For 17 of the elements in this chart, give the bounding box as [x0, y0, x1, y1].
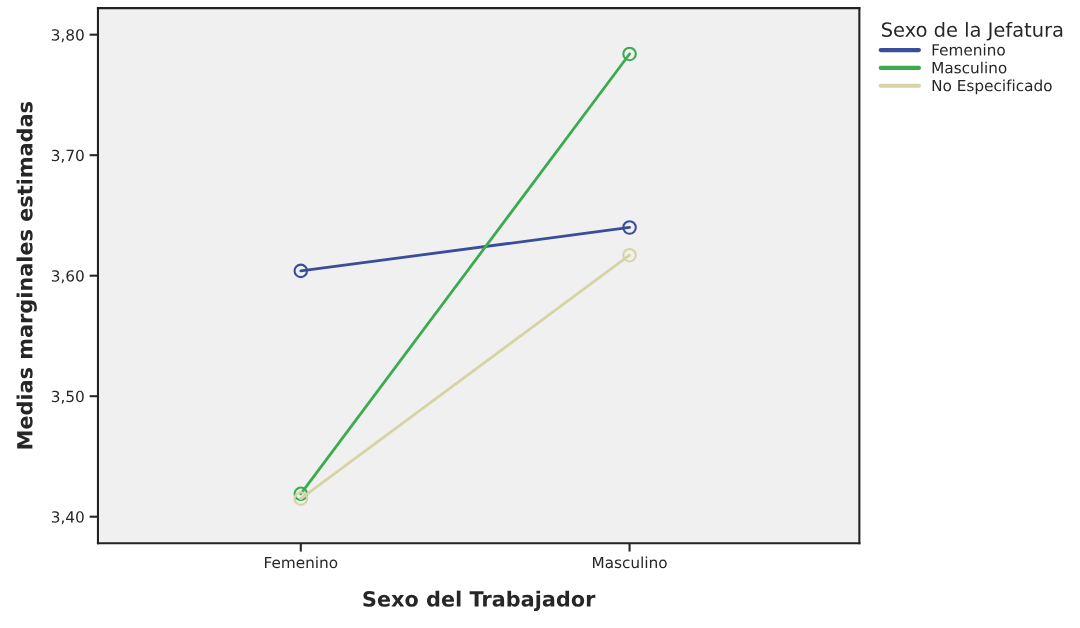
point: [622, 220, 637, 235]
legend-title: Sexo de la Jefatura: [882, 21, 1063, 41]
y-tick-label: 3,70: [51, 149, 84, 163]
y-tick-label: 3,40: [51, 511, 84, 525]
y-tick-label: 3,60: [51, 270, 84, 284]
point: [293, 491, 309, 506]
legend-label: Masculino: [932, 61, 1007, 74]
y-tick-label: 3,80: [51, 29, 84, 43]
legend-label: Femenino: [932, 43, 1005, 56]
point: [293, 263, 309, 279]
y-axis-title: Medias marginales estimadas: [16, 102, 37, 449]
y-tick-label: 3,50: [51, 390, 84, 404]
point: [622, 46, 637, 62]
point: [622, 247, 637, 263]
x-axis-title: Sexo del Trabajador: [363, 590, 596, 611]
legend-label: No Especificado: [932, 79, 1052, 95]
point: [293, 486, 309, 502]
